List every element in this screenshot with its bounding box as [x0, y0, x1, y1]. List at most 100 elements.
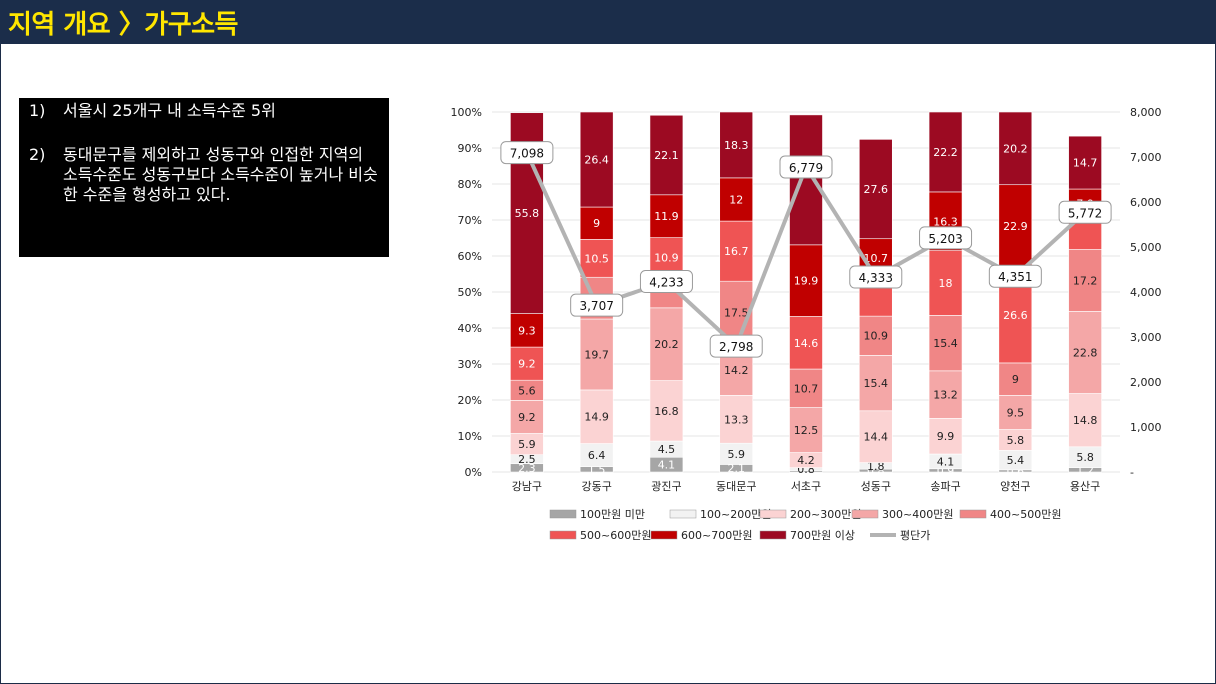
legend-swatch — [759, 509, 787, 519]
data-label: 16.3 — [933, 215, 958, 228]
data-label: 55.8 — [515, 207, 540, 220]
data-label: 26.6 — [1003, 309, 1027, 322]
x-tick-label: 동대문구 — [716, 480, 756, 493]
bar-segment — [928, 315, 963, 372]
data-label: 5.6 — [518, 384, 536, 397]
y-tick-left: 40% — [458, 322, 482, 335]
data-label: 22.8 — [1073, 346, 1098, 359]
price-label: 4,233 — [649, 276, 683, 290]
x-tick-label: 서초구 — [791, 480, 821, 493]
data-label: 15.4 — [864, 377, 889, 390]
bar-segment — [579, 111, 614, 208]
data-label: 9 — [1012, 373, 1019, 386]
data-label: 18 — [939, 277, 953, 290]
income-chart: 0% 10% 20% 30% 40% 50% 60% 70% 80% 90% 100% - 1,000 2… — [451, 106, 1162, 542]
data-label: 9.2 — [518, 358, 536, 371]
data-label: 14.6 — [794, 337, 819, 350]
data-label: 10.9 — [864, 330, 889, 343]
legend-swatch — [549, 530, 577, 540]
legend-swatch — [851, 509, 879, 519]
price-label-box — [779, 155, 833, 179]
data-label: 12.5 — [794, 424, 819, 437]
bar-segment — [858, 410, 893, 463]
bar-segment — [998, 395, 1033, 430]
data-label: 16.8 — [654, 405, 679, 418]
bar-segment — [649, 380, 684, 442]
data-label: 5.9 — [727, 448, 745, 461]
y-tick-left: 30% — [458, 358, 482, 371]
y-tick-left: 80% — [458, 178, 482, 191]
bar-segment — [579, 206, 614, 240]
data-label: 17.5 — [724, 307, 749, 320]
data-label: 9.9 — [937, 430, 955, 443]
notes-box: 1) 서울시 25개구 내 소득수준 5위 2) 동대문구를 제외하고 성동구와… — [19, 98, 389, 257]
bar-segment — [510, 400, 544, 434]
x-tick-label: 광진구 — [651, 480, 681, 493]
bar-segment — [719, 220, 754, 282]
data-label: 1.8 — [867, 460, 885, 473]
legend-swatch — [959, 509, 987, 519]
data-label: 19.7 — [584, 348, 609, 361]
legend-label: 400~500만원 — [990, 508, 1061, 521]
legend-swatch — [759, 530, 787, 540]
y-tick-right: 8,000 — [1130, 106, 1162, 119]
bar-segment — [928, 250, 963, 316]
data-label: 17.2 — [1073, 274, 1098, 287]
legend-label: 100~200만원 — [700, 508, 771, 521]
price-label-box — [919, 226, 973, 250]
page-title: 지역 개요 〉가구소득 — [8, 10, 238, 40]
price-label: 4,333 — [859, 271, 893, 285]
bar-segment — [998, 362, 1033, 396]
legend-swatch — [549, 509, 577, 519]
data-label: 10.7 — [794, 382, 819, 395]
price-label: 6,779 — [789, 161, 823, 175]
data-label: 4.1 — [658, 459, 676, 472]
price-label: 7,098 — [510, 147, 544, 161]
data-label: 6.4 — [588, 449, 606, 462]
data-label: 16.7 — [724, 245, 749, 258]
price-label-box — [709, 334, 763, 358]
data-label: 5.8 — [1076, 451, 1094, 464]
bar-segment — [719, 395, 754, 444]
y-tick-right: 2,000 — [1130, 376, 1162, 389]
legend-label: 300~400만원 — [882, 508, 953, 521]
price-label-box — [570, 293, 624, 317]
y-tick-left: 100% — [451, 106, 482, 119]
price-label-box — [500, 141, 554, 165]
data-label: 5.8 — [1007, 434, 1024, 447]
bar-segment — [1068, 135, 1102, 190]
data-label: 14.9 — [584, 411, 609, 424]
price-label: 4,351 — [998, 270, 1032, 284]
bar-segment — [1068, 311, 1102, 394]
bar-segment — [649, 114, 684, 196]
data-label: 4.2 — [797, 454, 815, 467]
data-label: 13.2 — [933, 389, 958, 402]
data-label: 2.1 — [727, 462, 745, 475]
x-tick-label: 용산구 — [1070, 480, 1100, 493]
data-label: 13.3 — [724, 413, 749, 426]
y-tick-left: 50% — [458, 286, 482, 299]
note-number: 2) — [29, 145, 46, 164]
x-tick-label: 강동구 — [581, 480, 611, 493]
bar-segment — [928, 111, 963, 193]
bar-segment — [858, 139, 893, 240]
bar-segment — [998, 111, 1033, 186]
data-label: 4.5 — [658, 443, 676, 456]
bar-segment — [579, 239, 614, 278]
legend-swatch — [650, 530, 678, 540]
y-tick-left: 60% — [458, 250, 482, 263]
bar-segment — [928, 418, 963, 455]
data-label: 15.4 — [933, 337, 958, 350]
data-label: 9.5 — [1007, 406, 1024, 419]
data-label: 22.2 — [933, 146, 958, 159]
legend-label: 500~600만원 — [580, 529, 651, 542]
y-tick-left: 10% — [458, 430, 482, 443]
data-label: 14.2 — [724, 364, 749, 377]
bar-segment — [789, 244, 823, 317]
data-label: 20.2 — [1003, 142, 1027, 155]
data-label: 10.9 — [654, 251, 679, 264]
data-label: 12 — [729, 193, 743, 206]
data-label: 18.3 — [724, 139, 749, 152]
x-tick-label: 양천구 — [1000, 479, 1030, 493]
y-tick-right: 4,000 — [1130, 286, 1162, 299]
